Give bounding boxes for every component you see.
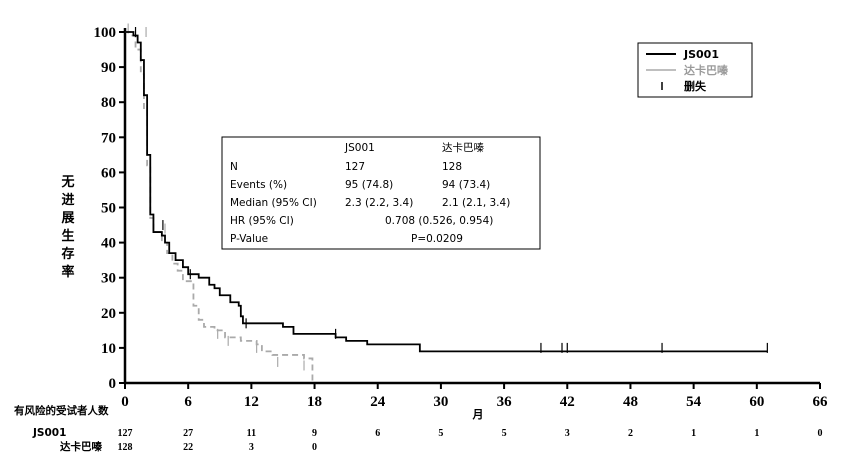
x-axis-label: 月 xyxy=(472,408,484,421)
risk-value-dacarbazine: 22 xyxy=(183,442,193,453)
x-tick-label: 0 xyxy=(121,394,129,410)
y-axis-label-char: 无 xyxy=(60,175,74,190)
legend-label-dacarbazine: 达卡巴嗪 xyxy=(684,63,728,77)
legend-label-censor: 删失 xyxy=(684,79,707,93)
y-tick-label: 0 xyxy=(109,376,117,392)
risk-value-js001: 5 xyxy=(438,428,443,439)
stats-row-label: Median (95% CI) xyxy=(230,197,317,209)
risk-value-dacarbazine: 3 xyxy=(249,442,254,453)
x-tick-label: 36 xyxy=(497,394,513,410)
y-tick-label: 100 xyxy=(94,25,117,41)
risk-value-js001: 2 xyxy=(628,428,633,439)
x-tick-label: 18 xyxy=(307,394,322,410)
stats-cell-merged: 0.708 (0.526, 0.954) xyxy=(385,215,493,227)
stats-cell-merged: P=0.0209 xyxy=(411,233,463,245)
risk-table-title: 有风险的受试者人数 xyxy=(14,404,109,417)
risk-value-js001: 1 xyxy=(691,428,696,439)
x-tick-label: 6 xyxy=(184,394,192,410)
y-tick-label: 40 xyxy=(101,236,116,252)
risk-value-js001: 127 xyxy=(118,428,133,439)
y-tick-label: 70 xyxy=(101,130,116,146)
legend: JS001 达卡巴嗪 删失 xyxy=(637,42,753,98)
x-tick-label: 30 xyxy=(433,394,448,410)
y-axis-label-char: 展 xyxy=(61,211,75,226)
risk-value-js001: 1 xyxy=(754,428,759,439)
risk-value-js001: 9 xyxy=(312,428,317,439)
risk-value-js001: 27 xyxy=(183,428,193,439)
stats-row-label: Events (%) xyxy=(230,179,287,191)
risk-table: 有风险的受试者人数 JS001 达卡巴嗪 127 27 11 9 6 5 5 3 2 1 1 0128… xyxy=(14,404,823,453)
stats-row-label: P-Value xyxy=(230,233,268,245)
stats-cell: 94 (73.4) xyxy=(442,179,490,191)
risk-value-dacarbazine: 128 xyxy=(118,442,133,453)
x-tick-label: 24 xyxy=(370,394,386,410)
x-tick-label: 12 xyxy=(244,394,259,410)
series-layer xyxy=(125,23,768,383)
legend-label-js001: JS001 xyxy=(683,48,719,61)
stats-cell: 127 xyxy=(345,161,365,173)
stats-row-label: HR (95% CI) xyxy=(230,215,294,227)
y-tick-label: 50 xyxy=(101,201,116,217)
y-tick-label: 60 xyxy=(101,165,116,181)
y-tick-label: 90 xyxy=(101,60,116,76)
stats-table-border xyxy=(221,136,541,250)
x-tick-label: 60 xyxy=(749,394,764,410)
y-tick-label: 20 xyxy=(101,306,116,322)
y-axis-label-char: 存 xyxy=(61,246,74,262)
stats-col-dacarbazine: 达卡巴嗪 xyxy=(442,141,484,154)
risk-row-label-dacarbazine: 达卡巴嗪 xyxy=(60,440,102,453)
risk-value-js001: 11 xyxy=(247,428,256,439)
x-tick-label: 48 xyxy=(623,394,638,410)
stats-col-js001: JS001 xyxy=(344,142,375,154)
series-line-js001 xyxy=(125,31,768,353)
stats-cell: 2.1 (2.1, 3.4) xyxy=(442,197,510,209)
stats-cell: 2.3 (2.2, 3.4) xyxy=(345,197,413,209)
y-tick-label: 30 xyxy=(101,271,116,287)
y-axis-label-char: 进 xyxy=(61,193,74,208)
risk-value-js001: 5 xyxy=(502,428,507,439)
y-tick-label: 80 xyxy=(101,95,116,111)
stats-table: JS001 达卡巴嗪 N 127 128 Events (%) 95 (74.8… xyxy=(221,136,541,250)
x-tick-label: 66 xyxy=(813,394,829,410)
risk-value-dacarbazine: 0 xyxy=(312,442,317,453)
x-tick-label: 54 xyxy=(686,394,702,410)
risk-row-label-js001: JS001 xyxy=(32,427,66,439)
risk-value-js001: 3 xyxy=(565,428,570,439)
risk-value-js001: 0 xyxy=(818,428,823,439)
series-line-dacarbazine xyxy=(125,31,314,383)
y-tick-label: 10 xyxy=(101,341,116,357)
stats-cell: 128 xyxy=(442,161,462,173)
y-axis-label-char: 率 xyxy=(61,264,74,280)
risk-value-js001: 6 xyxy=(375,428,380,439)
y-axis-label-char: 生 xyxy=(61,228,74,244)
stats-cell: 95 (74.8) xyxy=(345,179,393,191)
axes: 0 10 20 30 40 50 60 70 80 90 100 0 6 12 18 24 30 36 42 48 54… xyxy=(94,25,829,410)
stats-row-label: N xyxy=(230,161,238,173)
x-tick-label: 42 xyxy=(560,394,575,410)
